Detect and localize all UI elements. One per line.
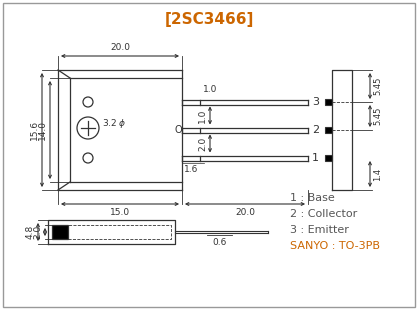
Text: 1.6: 1.6 (184, 165, 199, 174)
Text: 1: 1 (312, 153, 319, 163)
Text: 1 : Base: 1 : Base (290, 193, 335, 203)
Text: 2.0: 2.0 (198, 136, 207, 151)
Text: 2 : Collector: 2 : Collector (290, 209, 357, 219)
Text: 4.8: 4.8 (26, 225, 35, 239)
Text: 3.2 $\phi$: 3.2 $\phi$ (102, 117, 126, 131)
Text: 2: 2 (312, 125, 319, 135)
Text: 15.6: 15.6 (30, 120, 39, 140)
Text: SANYO : TO-3PB: SANYO : TO-3PB (290, 241, 380, 251)
Text: 0.6: 0.6 (212, 238, 227, 247)
Circle shape (77, 117, 99, 139)
Text: [2SC3466]: [2SC3466] (164, 12, 254, 27)
Text: 1.0: 1.0 (203, 86, 217, 95)
Text: 5.45: 5.45 (373, 107, 382, 125)
Text: 20.0: 20.0 (110, 43, 130, 52)
Text: 5.45: 5.45 (373, 77, 382, 95)
Bar (325, 127, 332, 133)
Circle shape (83, 153, 93, 163)
Bar (325, 155, 332, 161)
Circle shape (83, 97, 93, 107)
Text: O: O (174, 125, 182, 135)
Text: 1.0: 1.0 (198, 108, 207, 123)
Text: 3 : Emitter: 3 : Emitter (290, 225, 349, 235)
Bar (52, 225, 68, 239)
Text: 14.0: 14.0 (38, 120, 47, 140)
Bar (325, 99, 332, 105)
Text: 3: 3 (312, 97, 319, 107)
Text: 20.0: 20.0 (235, 208, 255, 217)
Text: 15.0: 15.0 (110, 208, 130, 217)
Text: 2.0: 2.0 (33, 225, 42, 239)
Text: 1.4: 1.4 (373, 167, 382, 180)
